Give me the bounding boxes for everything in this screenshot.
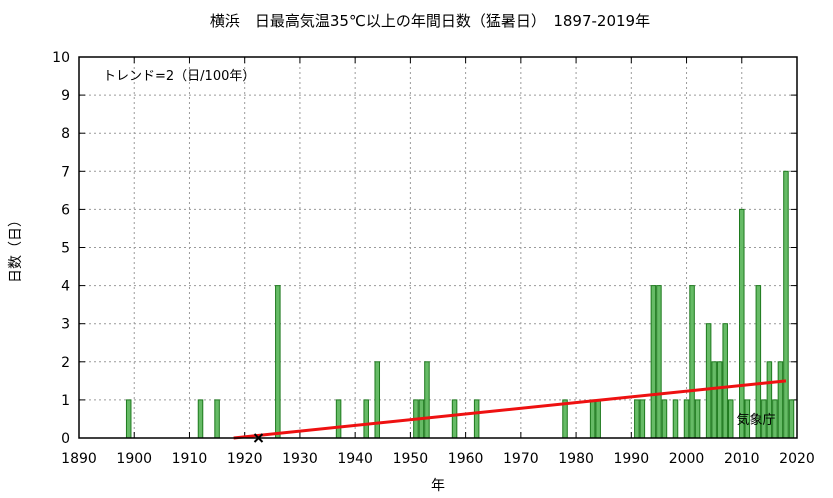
x-tick-labels: 1890 1900 1910 1920 1930 1940 1950 1960 1970 1980…	[61, 451, 815, 467]
bar	[672, 399, 679, 439]
x-tick-label: 1980	[558, 451, 594, 467]
y-tick-label: 8	[61, 126, 70, 142]
bar	[727, 399, 734, 439]
bar	[656, 285, 662, 439]
bar	[214, 399, 220, 439]
x-tick-label: 1910	[172, 451, 208, 467]
y-tick-labels: 0 1 2 3 4 5 6 7 8 9 10	[52, 50, 70, 447]
x-axis-label: 年	[431, 478, 445, 494]
y-tick-label: 0	[61, 431, 70, 447]
bar	[650, 285, 657, 439]
bar	[777, 361, 784, 439]
trend-line-group	[233, 379, 787, 443]
bar	[639, 399, 646, 439]
bar	[705, 323, 712, 439]
bar	[197, 399, 204, 439]
bars	[125, 170, 795, 439]
bar	[683, 399, 690, 439]
trend-line	[233, 379, 787, 440]
y-tick-label: 2	[61, 355, 70, 371]
x-tick-label: 1990	[613, 451, 649, 467]
bar	[739, 208, 745, 439]
y-tick-label: 9	[61, 88, 70, 104]
bar	[595, 399, 601, 439]
x-tick-label: 1940	[337, 451, 373, 467]
bar	[694, 399, 701, 439]
plot-frame	[78, 56, 798, 439]
bar	[716, 361, 723, 439]
y-tick-label: 10	[52, 50, 70, 66]
y-tick-label: 3	[61, 317, 70, 333]
bar	[451, 399, 458, 439]
y-tick-label: 4	[61, 279, 70, 295]
bar	[424, 361, 430, 439]
bar	[275, 285, 281, 439]
source-label: 気象庁	[736, 412, 775, 428]
bar	[562, 399, 568, 439]
bar	[473, 399, 480, 439]
y-tick-label: 7	[61, 164, 70, 180]
x-tick-label: 1970	[503, 451, 539, 467]
bar	[363, 399, 369, 439]
bar	[783, 170, 789, 439]
trend-annotation: トレンド=2（日/100年）	[103, 69, 255, 84]
x-tick-label: 1900	[116, 451, 152, 467]
y-axis-label: 日数（日）	[8, 213, 24, 283]
bar	[589, 399, 596, 439]
bar	[661, 399, 668, 439]
bar	[711, 361, 717, 439]
bar	[722, 323, 728, 439]
chart-title: 横浜 日最高気温35℃以上の年間日数（猛暑日） 1897-2019年	[210, 12, 650, 30]
bar	[374, 361, 381, 439]
bar	[634, 399, 640, 439]
y-tick-label: 6	[61, 202, 70, 218]
y-tick-label: 5	[61, 241, 70, 257]
x-tick-label: 2000	[669, 451, 705, 467]
bar	[335, 399, 342, 439]
x-tick-label: 1890	[61, 451, 97, 467]
bar	[788, 399, 795, 439]
x-tick-label: 1920	[227, 451, 263, 467]
x-tick-label: 1950	[393, 451, 429, 467]
bar	[125, 399, 132, 439]
bar	[689, 285, 695, 439]
y-tick-label: 1	[61, 393, 70, 409]
x-tick-label: 2020	[779, 451, 815, 467]
x-tick-label: 1960	[448, 451, 484, 467]
x-tick-label: 1930	[282, 451, 318, 467]
x-tick-label: 2010	[724, 451, 760, 467]
